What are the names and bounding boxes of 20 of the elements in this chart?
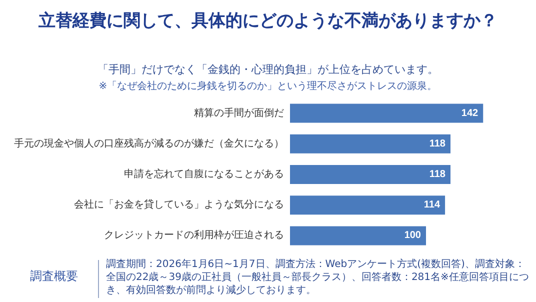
y-tick-label: 申請を忘れて自腹になることがある: [124, 168, 284, 180]
bar: [290, 226, 426, 246]
data-label: 118: [429, 138, 446, 150]
data-label: 142: [461, 108, 479, 119]
data-label: 114: [424, 200, 440, 211]
text: 調査期間：2026年1月6日~1月7日、調査方法：Webアンケート方式(複数回答)、調査対象：全国の22歳～39歳の正社員（一般社員～部長クラス）、回答者数：281名※任意回答項目につき、有効回答数が前問より減少しております。: [106, 258, 530, 297]
y-tick-label: 手元の現金や個人の口座残高が減るのが嫌だ（金欠になる）: [14, 137, 284, 150]
y-tick-label: 会社に「お金を貸している」ような気分になる: [74, 198, 284, 211]
bar: [290, 134, 450, 154]
text: ※「なぜ会社のために身銭を切るのか」という理不尽さがストレスの源泉。: [98, 80, 438, 93]
text: 調査概要: [30, 268, 78, 285]
chart-title: 立替経費に関して、具体的にどのような不満がありますか？: [38, 10, 498, 32]
bar: [290, 165, 450, 184]
bar: [290, 196, 446, 215]
bar: [290, 104, 484, 123]
chart-subtitle: 「手間」だけでなく「金銭的・心理的負担」が上位を占めています。: [96, 62, 440, 77]
y-tick-label: 精算の手間が面倒だ: [194, 106, 284, 119]
data-label: 118: [429, 169, 446, 180]
y-tick-label: クレジットカードの利用枠が圧迫される: [104, 229, 284, 242]
data-label: 100: [404, 230, 422, 242]
